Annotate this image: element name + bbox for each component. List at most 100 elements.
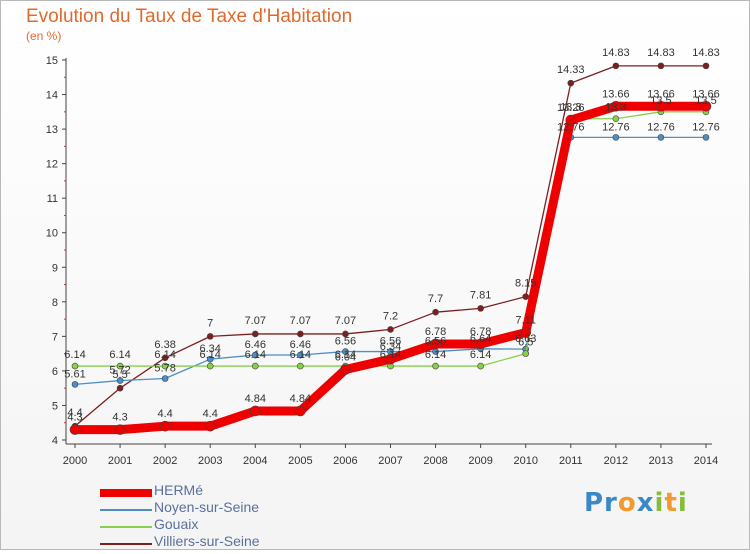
- data-label-2: 13.3: [560, 102, 581, 114]
- x-tick-label: 2002: [153, 455, 177, 467]
- data-label-0: 13.66: [692, 88, 720, 100]
- x-tick-label: 2013: [649, 455, 673, 467]
- data-point-2: [432, 362, 439, 370]
- y-tick-label: 7: [52, 331, 58, 343]
- data-label-2: 6.14: [425, 349, 446, 361]
- data-point-3: [342, 330, 349, 338]
- legend-label-herme: HERMé: [154, 482, 204, 498]
- data-label-0: 7.11: [515, 315, 536, 327]
- x-tick-label: 2011: [559, 455, 583, 467]
- data-label-2: 6.14: [380, 349, 401, 361]
- data-point-0: [204, 420, 216, 432]
- data-label-0: 4.3: [67, 412, 82, 424]
- data-point-3: [161, 354, 169, 362]
- data-point-3: [702, 62, 710, 70]
- data-label-1: 12.76: [692, 121, 720, 133]
- x-tick-label: 2004: [243, 455, 267, 467]
- y-tick-label: 4: [52, 435, 58, 447]
- data-label-1: 5.72: [109, 365, 130, 377]
- data-label-0: 6.78: [425, 326, 446, 338]
- chart-subtitle: (en %): [26, 29, 62, 43]
- legend-label-noyen: Noyen-sur-Seine: [154, 499, 260, 515]
- data-label-0: 13.66: [602, 88, 630, 100]
- data-label-0: 6.04: [335, 352, 356, 364]
- data-label-1: 6.46: [245, 339, 266, 351]
- legend-swatch-villiers: [100, 543, 152, 545]
- data-point-1: [702, 134, 710, 141]
- data-point-1: [206, 355, 214, 363]
- legend-swatch-noyen: [100, 509, 152, 511]
- data-point-3: [567, 79, 575, 87]
- data-point-1: [116, 377, 124, 384]
- data-point-0: [610, 100, 622, 112]
- y-tick-label: 15: [46, 55, 58, 67]
- data-point-3: [116, 384, 124, 392]
- data-point-0: [159, 420, 171, 432]
- y-tick-label: 9: [52, 262, 58, 274]
- data-label-2: 6.14: [290, 349, 311, 361]
- data-point-0: [475, 338, 486, 350]
- data-point-0: [520, 327, 532, 338]
- data-label-3: 7.07: [245, 315, 266, 327]
- data-point-0: [700, 100, 712, 112]
- data-point-2: [116, 362, 124, 370]
- data-point-2: [206, 362, 214, 370]
- legend-swatch-gouaix: [100, 526, 152, 528]
- data-label-2: 6.14: [335, 349, 356, 361]
- data-point-0: [655, 100, 667, 112]
- data-label-2: 6.5: [518, 337, 533, 349]
- data-label-0: 13.26: [557, 102, 585, 114]
- data-point-3: [612, 62, 620, 70]
- y-tick-label: 6: [52, 366, 58, 378]
- data-label-0: 4.4: [157, 408, 172, 420]
- data-point-2: [297, 362, 304, 370]
- data-label-2: 13.5: [695, 95, 716, 107]
- data-label-0: 4.84: [290, 393, 311, 405]
- data-label-1: 6.56: [425, 336, 446, 348]
- data-point-2: [612, 115, 620, 123]
- data-label-3: 14.33: [557, 64, 585, 76]
- legend-label-villiers: Villiers-sur-Seine: [154, 533, 260, 549]
- data-point-3: [477, 305, 484, 312]
- data-label-1: 12.76: [557, 121, 585, 133]
- data-point-2: [251, 362, 259, 370]
- data-point-3: [387, 326, 394, 333]
- y-tick-label: 11: [47, 193, 58, 205]
- data-label-0: 4.4: [203, 408, 218, 420]
- data-point-1: [71, 381, 79, 388]
- y-tick-label: 14: [46, 90, 58, 102]
- data-label-1: 6.46: [290, 339, 311, 351]
- data-label-0: 4.84: [245, 393, 266, 405]
- data-point-0: [385, 353, 396, 365]
- data-label-0: 4.3: [112, 412, 127, 424]
- data-point-0: [69, 424, 81, 435]
- data-point-2: [522, 350, 530, 357]
- proxiti-logo: Proxiti: [584, 488, 688, 518]
- data-label-3: 14.83: [602, 47, 630, 59]
- data-label-2: 6.14: [470, 349, 491, 361]
- x-tick-label: 2010: [513, 455, 537, 467]
- data-label-3: 7.07: [290, 315, 311, 327]
- data-point-1: [612, 134, 620, 141]
- data-label-2: 6.14: [245, 349, 266, 361]
- x-tick-label: 2005: [288, 455, 312, 467]
- data-point-2: [161, 362, 169, 370]
- data-point-3: [657, 62, 665, 70]
- data-label-0: 6.78: [470, 326, 491, 338]
- data-label-2: 13.5: [650, 95, 671, 107]
- data-label-1: 6.34: [200, 343, 221, 355]
- data-label-3: 6.38: [154, 339, 175, 351]
- data-point-3: [251, 330, 259, 338]
- legend-swatch-herme: [100, 489, 152, 497]
- x-tick-label: 2000: [63, 455, 87, 467]
- data-point-3: [206, 333, 214, 340]
- x-tick-label: 2007: [378, 455, 402, 467]
- x-tick-label: 2009: [468, 455, 492, 467]
- data-label-1: 6.56: [335, 336, 356, 348]
- data-point-3: [297, 330, 304, 338]
- x-tick-label: 2001: [108, 455, 132, 467]
- data-point-0: [340, 364, 351, 375]
- data-point-2: [477, 362, 484, 370]
- data-label-3: 8.15: [515, 278, 536, 290]
